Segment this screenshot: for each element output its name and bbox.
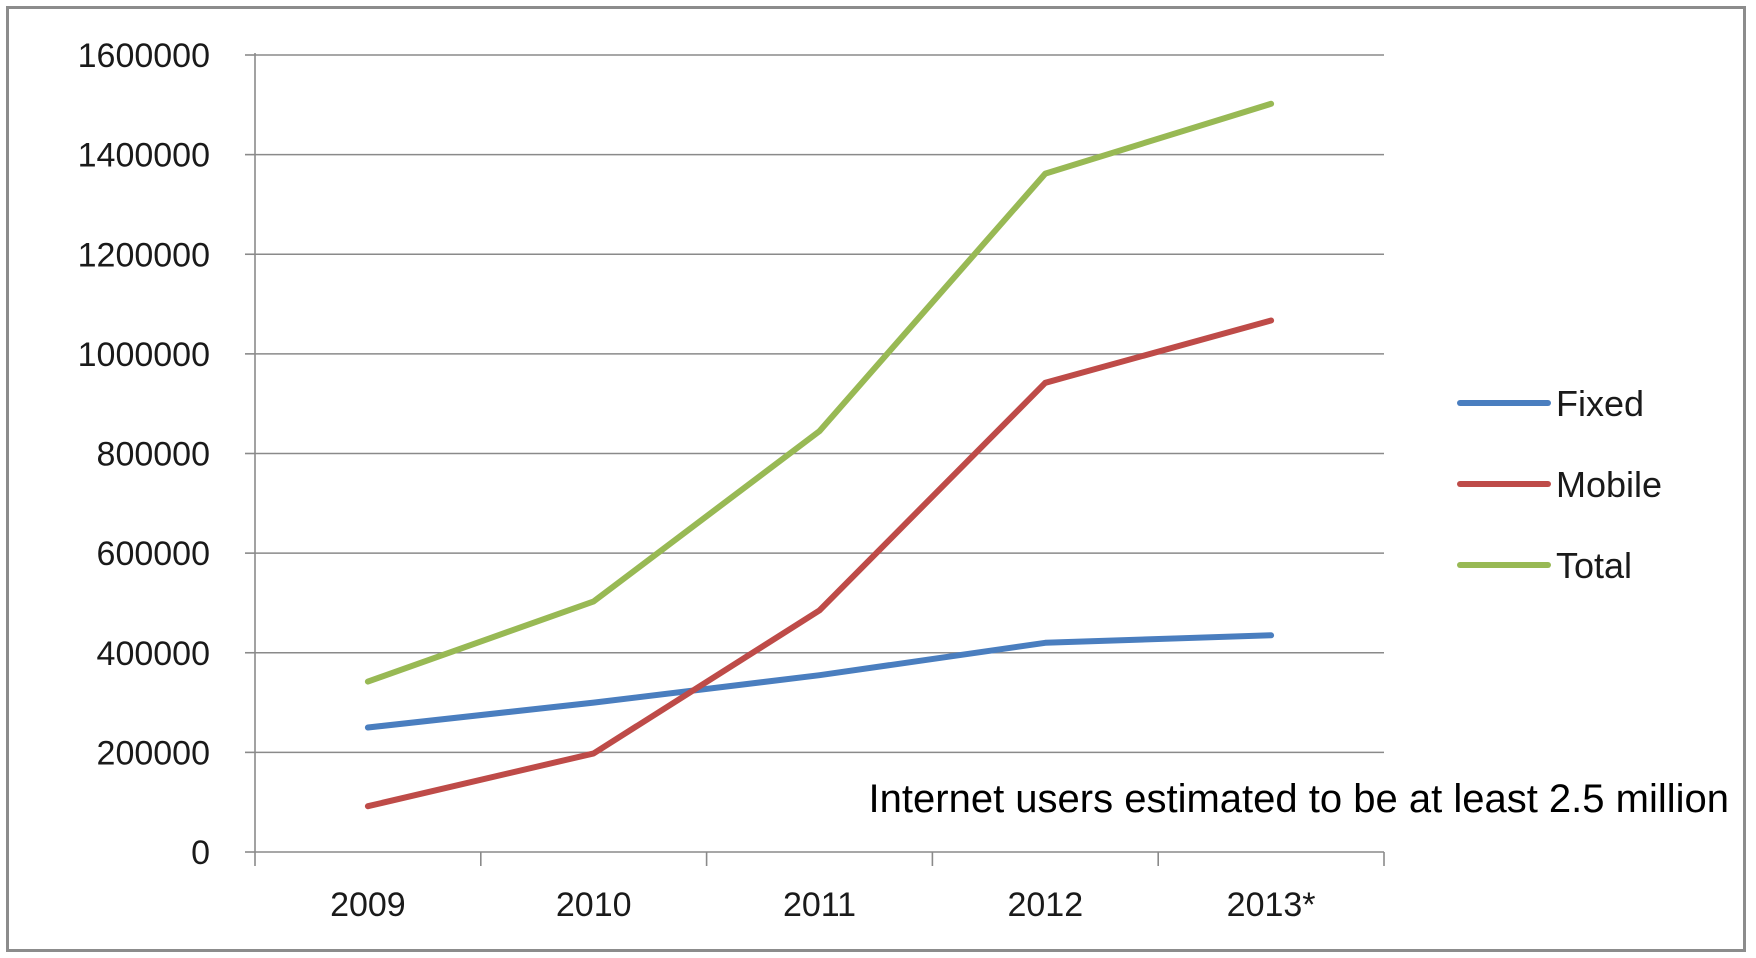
y-tick-label: 0 <box>191 834 210 872</box>
y-tick-label: 200000 <box>97 734 210 772</box>
y-tick-label: 1600000 <box>78 37 210 75</box>
x-tick-label: 2012 <box>1007 886 1083 924</box>
y-tick-label: 1000000 <box>78 336 210 374</box>
y-tick-label: 400000 <box>97 635 210 673</box>
x-tick-labels: 2009 2010 2011 2012 2013* <box>330 886 1315 924</box>
legend-label-total: Total <box>1556 545 1632 586</box>
series-lines <box>368 104 1271 806</box>
series-line-mobile <box>368 321 1271 807</box>
axes <box>245 53 1384 866</box>
legend: Fixed Mobile Total <box>1460 383 1662 586</box>
y-tick-label: 1200000 <box>78 236 210 274</box>
series-line-total <box>368 104 1271 682</box>
y-tick-label: 1400000 <box>78 137 210 175</box>
y-tick-label: 600000 <box>97 535 210 573</box>
x-tick-label: 2009 <box>330 886 406 924</box>
x-tick-label: 2011 <box>783 886 856 924</box>
x-tick-label: 2013* <box>1227 886 1316 924</box>
gridlines <box>255 55 1384 752</box>
y-tick-labels: 0 200000 400000 600000 800000 1000000 1200000 1… <box>78 37 210 872</box>
legend-label-fixed: Fixed <box>1556 383 1644 424</box>
x-tick-label: 2010 <box>556 886 632 924</box>
annotation-text: Internet users estimated to be at least … <box>869 777 1729 821</box>
legend-label-mobile: Mobile <box>1556 464 1662 505</box>
series-line-fixed <box>368 635 1271 727</box>
y-tick-label: 800000 <box>97 436 210 474</box>
